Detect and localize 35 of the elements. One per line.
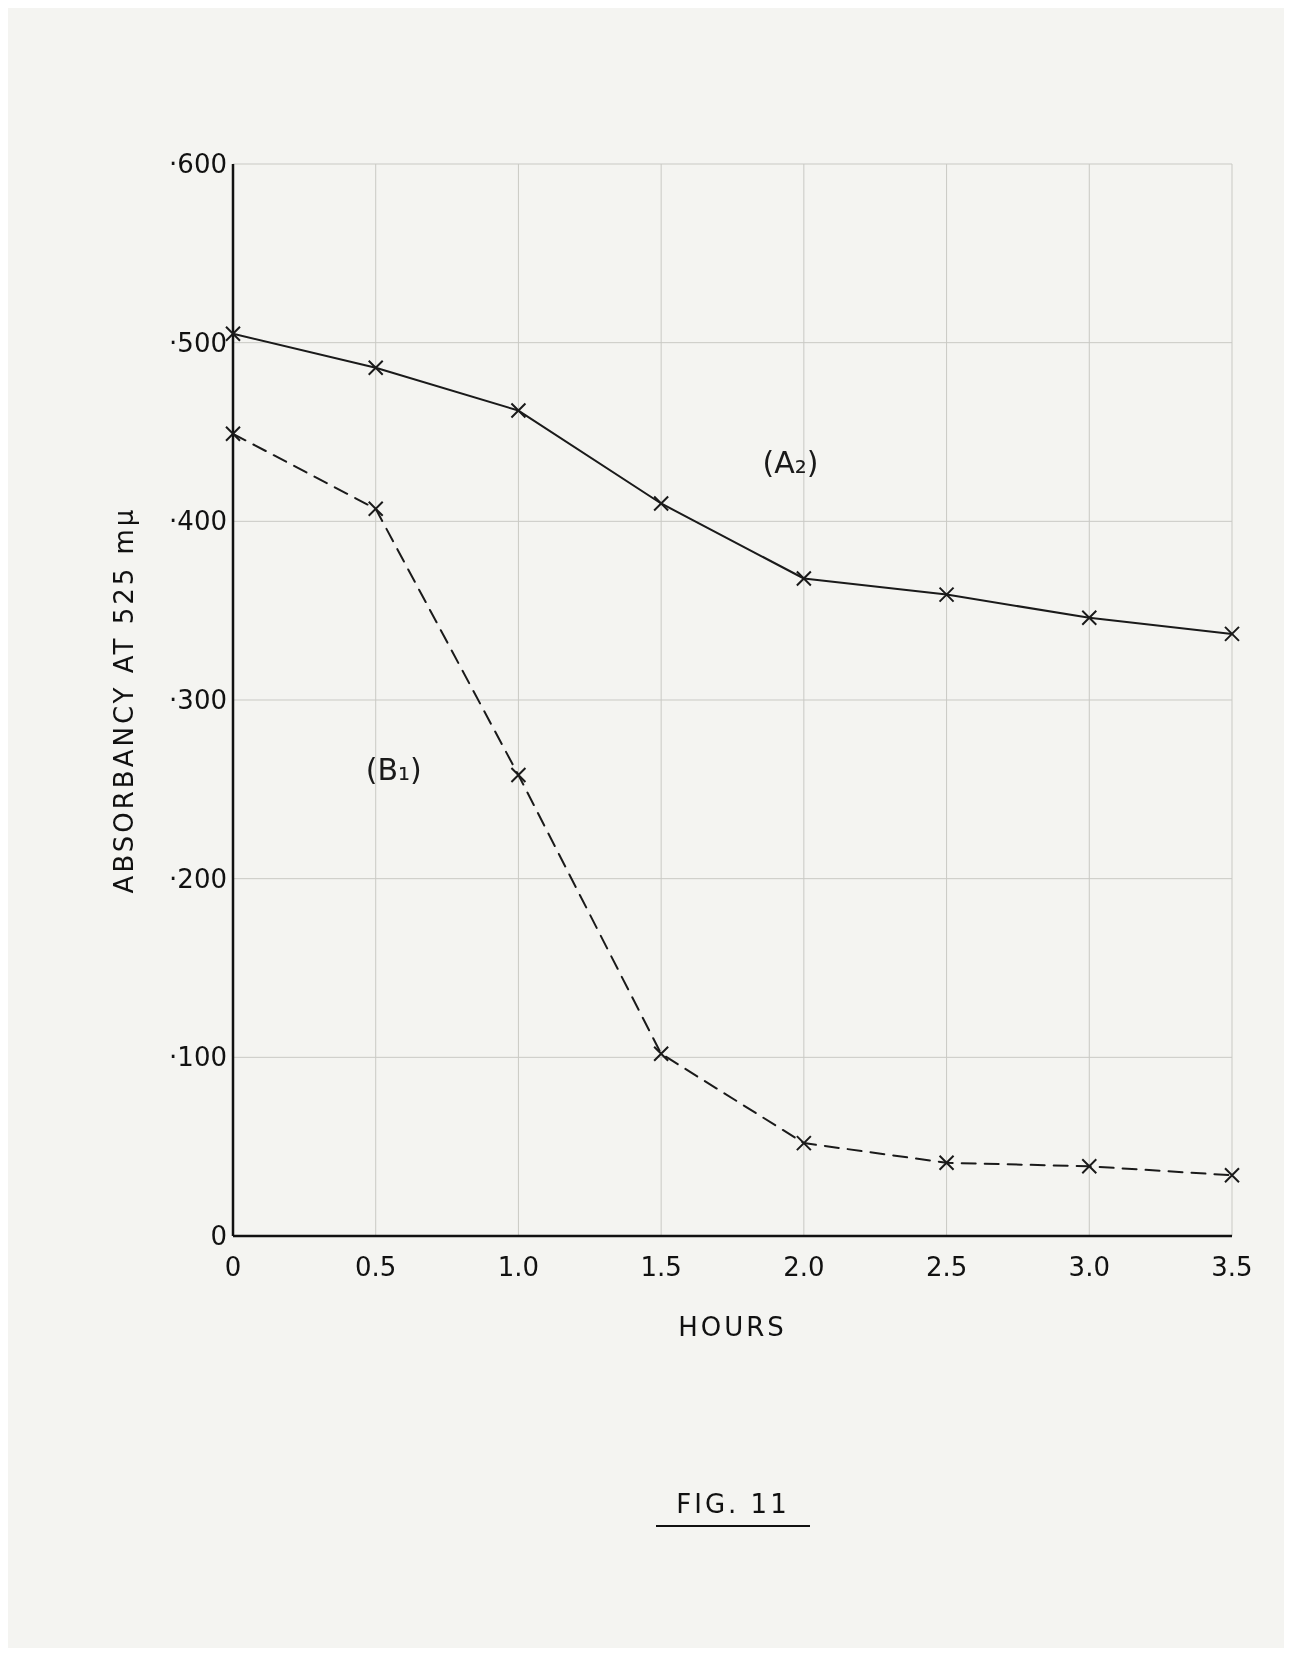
x-tick-label: 3.0 [1068,1252,1110,1282]
y-tick-label: ·400 [169,506,227,537]
point [1224,625,1240,642]
y-tick-label: 0 [210,1221,227,1251]
point [1081,609,1098,626]
point [225,425,241,442]
x-tick-label: 1.5 [640,1252,682,1282]
y-tick-label: ·300 [169,685,227,715]
y-axis-title: ABSORBANCY AT 525 mµ [109,506,139,894]
x-tick-label: 2.5 [925,1252,968,1282]
x-axis-title: HOURS [678,1312,787,1342]
point [1081,1158,1098,1175]
point [367,500,384,517]
point [653,1045,670,1062]
point [1224,1167,1240,1184]
text: (B₁) [365,752,422,788]
y-tick-label: ·100 [169,1042,227,1073]
point [367,359,384,376]
x-tick-label: 1.0 [497,1252,540,1282]
point [225,325,241,342]
y-tick-label: ·600 [169,149,227,179]
point [510,402,527,419]
y-tick-label: ·500 [169,327,227,358]
point [938,586,955,603]
text: FIG. 11 [676,1489,790,1519]
point [653,495,670,512]
x-tick-label: 2.0 [783,1252,825,1282]
text: (A₂) [762,445,819,481]
point [938,1154,955,1171]
point [510,767,527,784]
x-tick-label: 3.5 [1211,1252,1253,1282]
point [795,570,812,587]
point [795,1135,812,1152]
y-tick-label: ·200 [169,863,227,894]
x-tick-label: 0.5 [355,1252,397,1282]
